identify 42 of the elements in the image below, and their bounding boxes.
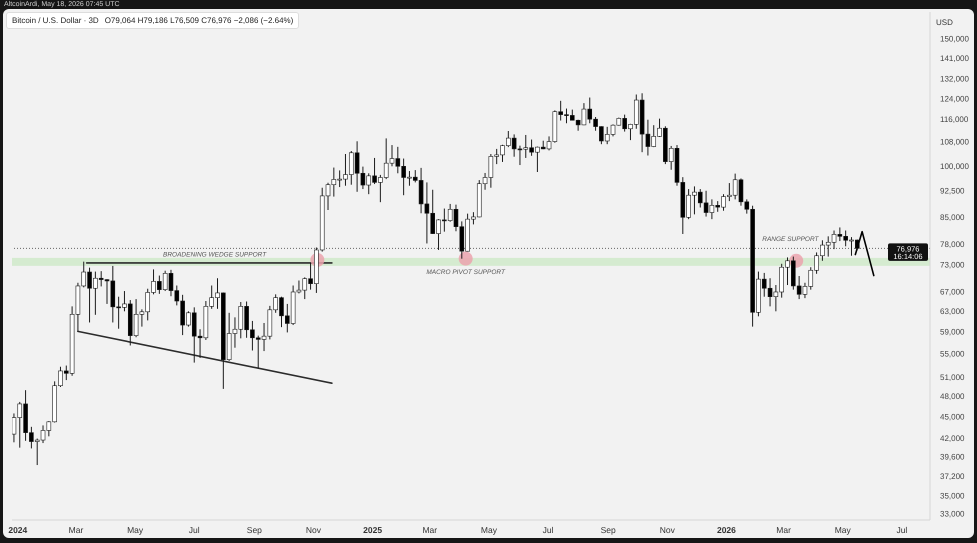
y-tick-label: 45,000: [940, 412, 966, 422]
y-tick-label: 78,000: [940, 240, 966, 249]
x-tick-label: Jul: [542, 525, 554, 535]
y-tick-label: 35,000: [940, 491, 966, 500]
y-tick-label: 42,000: [940, 434, 966, 444]
y-tick-label: 108,000: [940, 138, 970, 147]
y-tick-label: 59,000: [940, 327, 966, 336]
y-tick-label: 39,600: [940, 452, 966, 462]
y-tick-label: 73,000: [940, 260, 966, 270]
y-tick-label: 150,000: [940, 34, 970, 44]
y-tick-label: 48,000: [940, 392, 966, 402]
x-tick-label: Nov: [660, 525, 676, 535]
y-tick-label: 85,000: [940, 212, 966, 222]
x-tick-label: Jul: [896, 525, 908, 535]
y-tick-label: 132,000: [940, 74, 970, 84]
text: Bitcoin / U.S. Dollar · 3D: [12, 16, 99, 25]
x-tick-label: 2024: [8, 525, 28, 535]
x-tick-label: May: [480, 525, 498, 535]
x-tick-label: Jul: [188, 525, 200, 535]
x-tick-label: May: [127, 525, 144, 535]
y-tick-label: 63,000: [940, 306, 966, 316]
x-tick-label: Mar: [776, 525, 792, 535]
x-tick-label: 2026: [716, 525, 736, 535]
x-tick-label: 2025: [363, 525, 382, 535]
y-tick-label: 33,000: [940, 510, 966, 519]
x-tick-label: Sep: [600, 525, 616, 535]
x-tick-label: May: [834, 525, 852, 535]
y-tick-label: 100,000: [940, 162, 970, 171]
y-tick-label: 92,500: [940, 186, 966, 196]
y-tick-label: 124,000: [940, 94, 970, 104]
text: O79,064 H79,186 L76,509 C76,976 −2,086 (−2.64%): [104, 16, 294, 25]
y-tick-label: 141,000: [940, 54, 970, 63]
x-tick-label: Nov: [306, 525, 322, 535]
y-tick-label: 37,200: [940, 472, 966, 482]
y-axis-title: USD: [936, 18, 953, 27]
y-tick-label: 116,000: [940, 115, 969, 124]
x-tick-label: Mar: [68, 525, 84, 535]
x-tick-label: Sep: [246, 525, 262, 535]
y-tick-label: 51,000: [940, 373, 966, 382]
x-tick-label: Mar: [422, 525, 438, 535]
y-tick-label: 55,000: [940, 349, 966, 358]
y-tick-label: 67,000: [940, 287, 966, 296]
